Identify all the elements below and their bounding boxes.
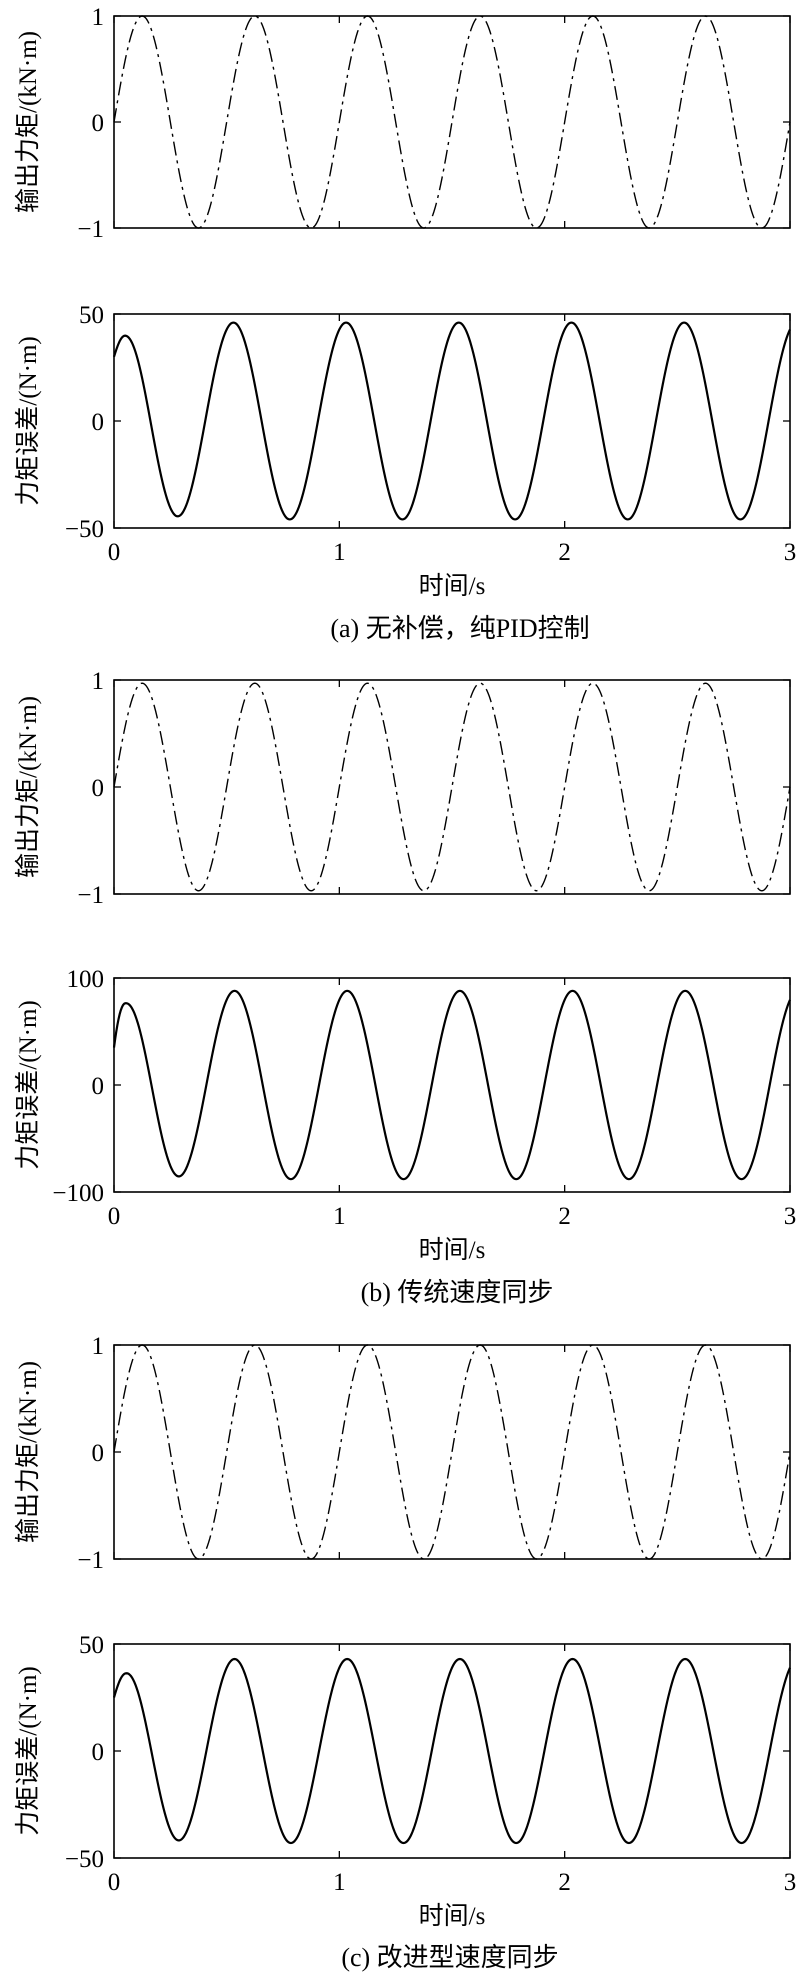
caption-c: (c) 改进型速度同步 — [341, 1943, 558, 1972]
x-tick-label: 0 — [108, 1869, 121, 1896]
x-tick-label: 2 — [558, 1203, 571, 1230]
plot-frame — [113, 1643, 791, 1859]
plot-frame — [113, 1344, 791, 1560]
chart-b-top: 1 0 −1 输出力矩/(kN·m) — [14, 668, 791, 909]
x-tick-label: 1 — [333, 539, 346, 566]
x-tick-label: 0 — [108, 1203, 121, 1230]
series-line — [113, 15, 791, 229]
y-tick-label: 0 — [92, 775, 105, 802]
y-tick-label: −100 — [52, 1180, 104, 1207]
y-tick-label: −1 — [77, 882, 104, 909]
y-tick-label: −1 — [77, 216, 104, 243]
caption-b: (b) 传统速度同步 — [361, 1278, 554, 1307]
y-tick-label: −50 — [65, 1846, 104, 1873]
y-tick-label: 0 — [92, 409, 105, 436]
y-tick-label: −1 — [77, 1547, 104, 1574]
series-line — [112, 321, 791, 521]
plot-frame — [113, 679, 791, 895]
series-line — [113, 682, 791, 892]
x-tick-label: 0 — [108, 539, 121, 566]
chart-a-top: 1 0 −1 输出力矩/(kN·m) — [14, 4, 791, 243]
plot-frame — [113, 15, 791, 229]
y-axis-label: 输出力矩/(kN·m) — [14, 31, 42, 213]
x-tick-label: 1 — [333, 1869, 346, 1896]
y-tick-label: 1 — [92, 668, 105, 695]
x-axis-label: 时间/s — [419, 1902, 486, 1930]
x-tick-label: 2 — [558, 539, 571, 566]
chart-c-top: 1 0 −1 输出力矩/(kN·m) — [14, 1333, 791, 1574]
y-tick-label: 0 — [92, 1440, 105, 1467]
x-tick-label: 2 — [558, 1869, 571, 1896]
y-tick-label: 100 — [67, 966, 105, 993]
y-tick-label: −50 — [65, 516, 104, 543]
x-tick-label: 3 — [784, 1203, 797, 1230]
series-line — [112, 989, 792, 1181]
x-tick-label: 1 — [333, 1203, 346, 1230]
y-tick-label: 0 — [92, 110, 105, 137]
y-tick-label: 50 — [79, 1632, 104, 1659]
y-tick-label: 0 — [92, 1739, 105, 1766]
y-axis-label: 力矩误差/(N·m) — [14, 1666, 42, 1835]
x-axis-label: 时间/s — [419, 1236, 486, 1264]
x-tick-label: 3 — [784, 1869, 797, 1896]
y-axis-label: 力矩误差/(N·m) — [14, 336, 42, 505]
caption-a: (a) 无补偿，纯PID控制 — [330, 614, 589, 643]
y-tick-label: 1 — [92, 4, 105, 31]
y-tick-label: 0 — [92, 1073, 105, 1100]
y-tick-label: 50 — [79, 302, 104, 329]
plot-frame — [113, 977, 791, 1193]
x-tick-label: 3 — [784, 539, 797, 566]
series-line — [112, 1657, 792, 1845]
plot-frame — [113, 313, 791, 529]
y-axis-label: 输出力矩/(kN·m) — [14, 1361, 42, 1543]
x-axis-label: 时间/s — [419, 572, 486, 600]
series-line — [113, 1344, 791, 1560]
y-tick-label: 1 — [92, 1333, 105, 1360]
y-axis-label: 力矩误差/(N·m) — [14, 1000, 42, 1169]
y-axis-label: 输出力矩/(kN·m) — [14, 696, 42, 878]
